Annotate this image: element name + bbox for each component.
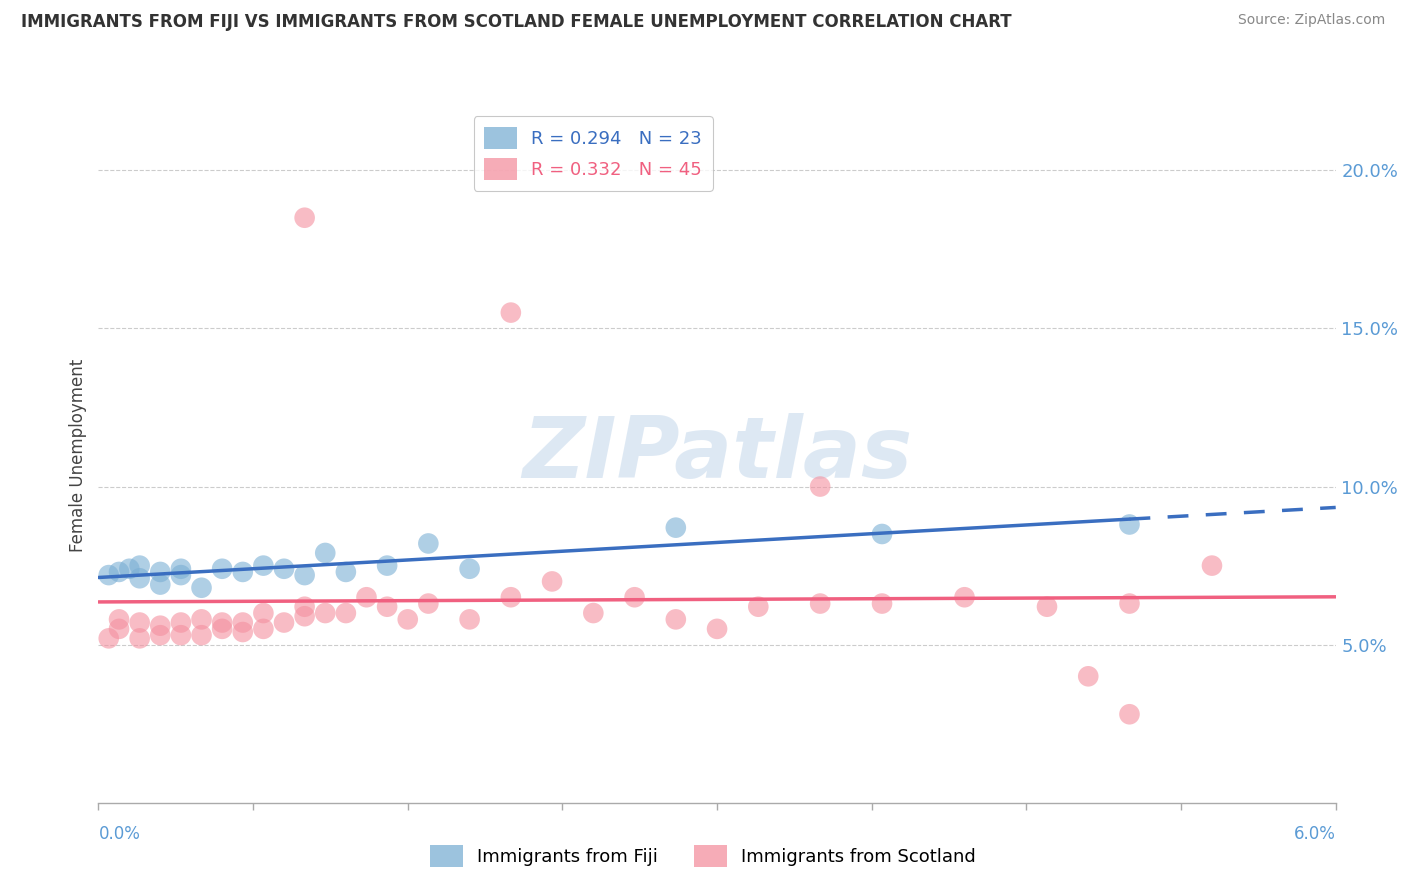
Point <box>108 565 131 579</box>
Point <box>97 568 120 582</box>
Point <box>211 562 233 576</box>
Legend: Immigrants from Fiji, Immigrants from Scotland: Immigrants from Fiji, Immigrants from Sc… <box>423 838 983 874</box>
Point <box>170 628 193 642</box>
Point <box>211 615 233 630</box>
Point <box>273 562 295 576</box>
Point <box>808 479 831 493</box>
Point <box>232 625 254 640</box>
Text: IMMIGRANTS FROM FIJI VS IMMIGRANTS FROM SCOTLAND FEMALE UNEMPLOYMENT CORRELATION: IMMIGRANTS FROM FIJI VS IMMIGRANTS FROM … <box>21 13 1012 31</box>
Legend: R = 0.294   N = 23, R = 0.332   N = 45: R = 0.294 N = 23, R = 0.332 N = 45 <box>474 116 713 191</box>
Point <box>335 565 357 579</box>
Point <box>128 558 150 573</box>
Point <box>252 606 274 620</box>
Point <box>128 615 150 630</box>
Point <box>396 612 419 626</box>
Point <box>211 622 233 636</box>
Point <box>375 558 398 573</box>
Point <box>1201 558 1223 573</box>
Point <box>294 609 316 624</box>
Point <box>190 581 212 595</box>
Point <box>1118 517 1140 532</box>
Text: ZIPatlas: ZIPatlas <box>522 413 912 497</box>
Point <box>149 618 172 632</box>
Point <box>314 606 336 620</box>
Point <box>232 615 254 630</box>
Point <box>149 577 172 591</box>
Point <box>623 591 645 605</box>
Point <box>335 606 357 620</box>
Point <box>252 558 274 573</box>
Point <box>870 527 893 541</box>
Point <box>418 597 440 611</box>
Point <box>128 571 150 585</box>
Point <box>128 632 150 646</box>
Point <box>314 546 336 560</box>
Point <box>418 536 440 550</box>
Point <box>294 599 316 614</box>
Point <box>108 612 131 626</box>
Point <box>1118 707 1140 722</box>
Text: Source: ZipAtlas.com: Source: ZipAtlas.com <box>1237 13 1385 28</box>
Point <box>665 521 688 535</box>
Point <box>458 562 481 576</box>
Point <box>499 591 522 605</box>
Point <box>190 628 212 642</box>
Point <box>149 565 172 579</box>
Point <box>808 597 831 611</box>
Point <box>665 612 688 626</box>
Point <box>499 305 522 319</box>
Point <box>870 597 893 611</box>
Point <box>97 632 120 646</box>
Point <box>273 615 295 630</box>
Point <box>232 565 254 579</box>
Point <box>747 599 769 614</box>
Y-axis label: Female Unemployment: Female Unemployment <box>69 359 87 551</box>
Point <box>458 612 481 626</box>
Point <box>1036 599 1059 614</box>
Point <box>1077 669 1099 683</box>
Point <box>294 568 316 582</box>
Text: 0.0%: 0.0% <box>98 825 141 843</box>
Point <box>541 574 564 589</box>
Point <box>706 622 728 636</box>
Point <box>375 599 398 614</box>
Point <box>190 612 212 626</box>
Point <box>953 591 976 605</box>
Point <box>118 562 141 576</box>
Point <box>108 622 131 636</box>
Point <box>1118 597 1140 611</box>
Text: 6.0%: 6.0% <box>1294 825 1336 843</box>
Point <box>582 606 605 620</box>
Point <box>356 591 378 605</box>
Point <box>170 562 193 576</box>
Point <box>149 628 172 642</box>
Point <box>170 568 193 582</box>
Point <box>252 622 274 636</box>
Point <box>170 615 193 630</box>
Point <box>294 211 316 225</box>
